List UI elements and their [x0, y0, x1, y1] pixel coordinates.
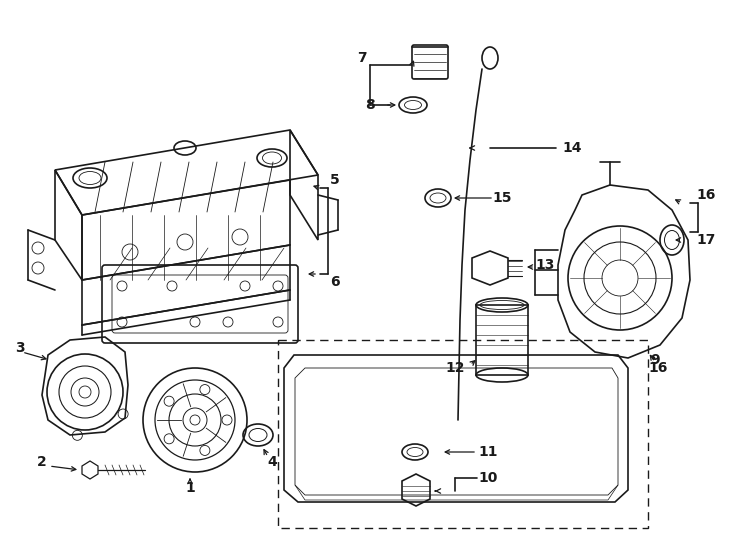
Text: 9: 9 — [650, 353, 660, 367]
Text: 14: 14 — [562, 141, 582, 155]
Text: 16: 16 — [697, 188, 716, 202]
Text: 17: 17 — [697, 233, 716, 247]
Text: 13: 13 — [535, 258, 555, 272]
Text: 10: 10 — [479, 471, 498, 485]
Text: 2: 2 — [37, 455, 47, 469]
Bar — [476, 305, 528, 375]
Bar — [278, 340, 648, 528]
Text: 5: 5 — [330, 173, 340, 187]
Text: 12: 12 — [446, 361, 465, 375]
Text: 15: 15 — [493, 191, 512, 205]
Text: 11: 11 — [479, 445, 498, 459]
Text: 3: 3 — [15, 341, 25, 355]
Text: 8: 8 — [365, 98, 375, 112]
Text: 4: 4 — [267, 455, 277, 469]
Text: 1: 1 — [185, 481, 195, 495]
Text: 6: 6 — [330, 275, 340, 289]
Text: 16: 16 — [648, 361, 668, 375]
Text: 7: 7 — [357, 51, 367, 65]
